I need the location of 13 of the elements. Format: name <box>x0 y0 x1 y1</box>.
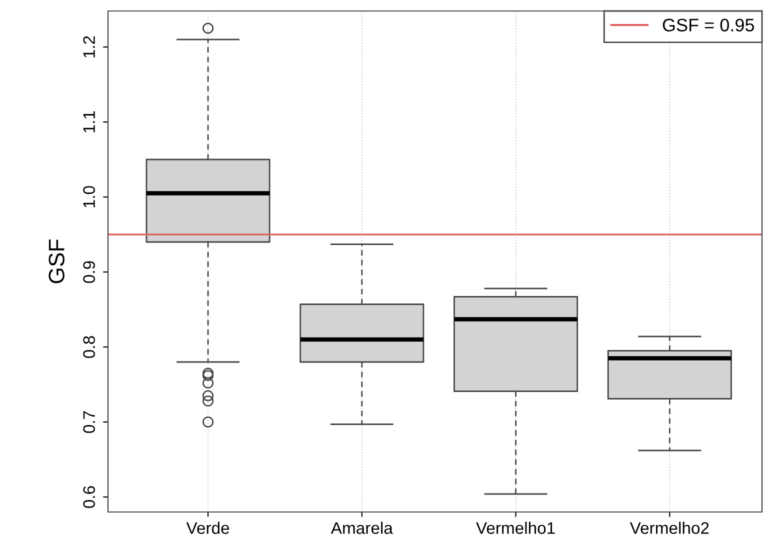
x-tick-label: Vermelho2 <box>630 522 709 534</box>
x-tick-label: Vermelho1 <box>476 522 555 534</box>
y-tick-label: 1.1 <box>83 111 95 132</box>
x-tick-label: Amarela <box>330 522 393 534</box>
legend-label: GSF = 0.95 <box>662 18 754 32</box>
y-axis-title: GSF <box>48 240 64 284</box>
x-tick-label: Verde <box>186 522 230 534</box>
y-tick-label: 1.0 <box>83 186 95 208</box>
y-tick-label: 0.7 <box>83 411 95 433</box>
y-tick-label: 0.8 <box>83 336 95 358</box>
y-tick-label: 1.2 <box>83 36 95 58</box>
y-tick-label: 0.6 <box>83 486 95 508</box>
y-tick-label: 0.9 <box>83 261 95 283</box>
